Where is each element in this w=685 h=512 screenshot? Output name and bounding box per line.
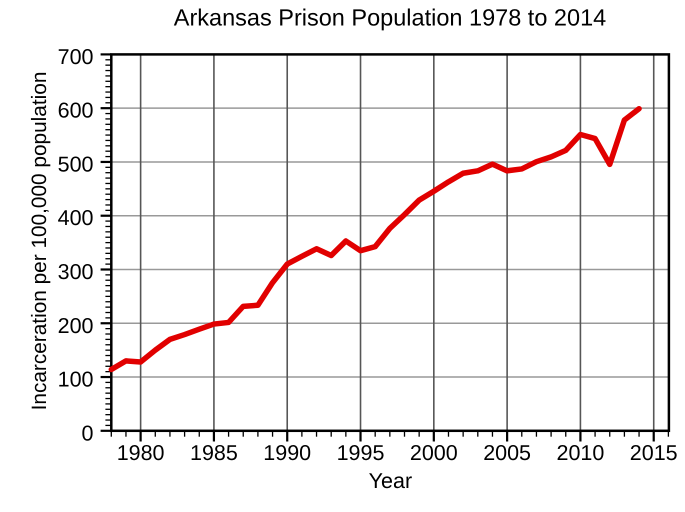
svg-text:300: 300 [58,260,94,284]
svg-text:2000: 2000 [410,441,458,465]
svg-text:1990: 1990 [263,441,311,465]
svg-text:2005: 2005 [483,441,531,465]
svg-text:Arkansas Prison Population 197: Arkansas Prison Population 1978 to 2014 [174,5,606,31]
svg-text:1980: 1980 [117,441,165,465]
svg-text:1985: 1985 [190,441,238,465]
svg-text:2010: 2010 [556,441,604,465]
svg-text:Incarceration per 100,000 popu: Incarceration per 100,000 population [28,72,51,411]
svg-text:100: 100 [58,368,94,392]
svg-text:0: 0 [82,421,94,445]
svg-text:Year: Year [369,469,412,493]
svg-text:1995: 1995 [337,441,385,465]
svg-text:400: 400 [58,206,94,230]
svg-text:600: 600 [58,99,94,123]
svg-text:700: 700 [58,45,94,69]
svg-text:500: 500 [58,152,94,176]
svg-text:2015: 2015 [630,441,678,465]
svg-text:200: 200 [58,314,94,338]
